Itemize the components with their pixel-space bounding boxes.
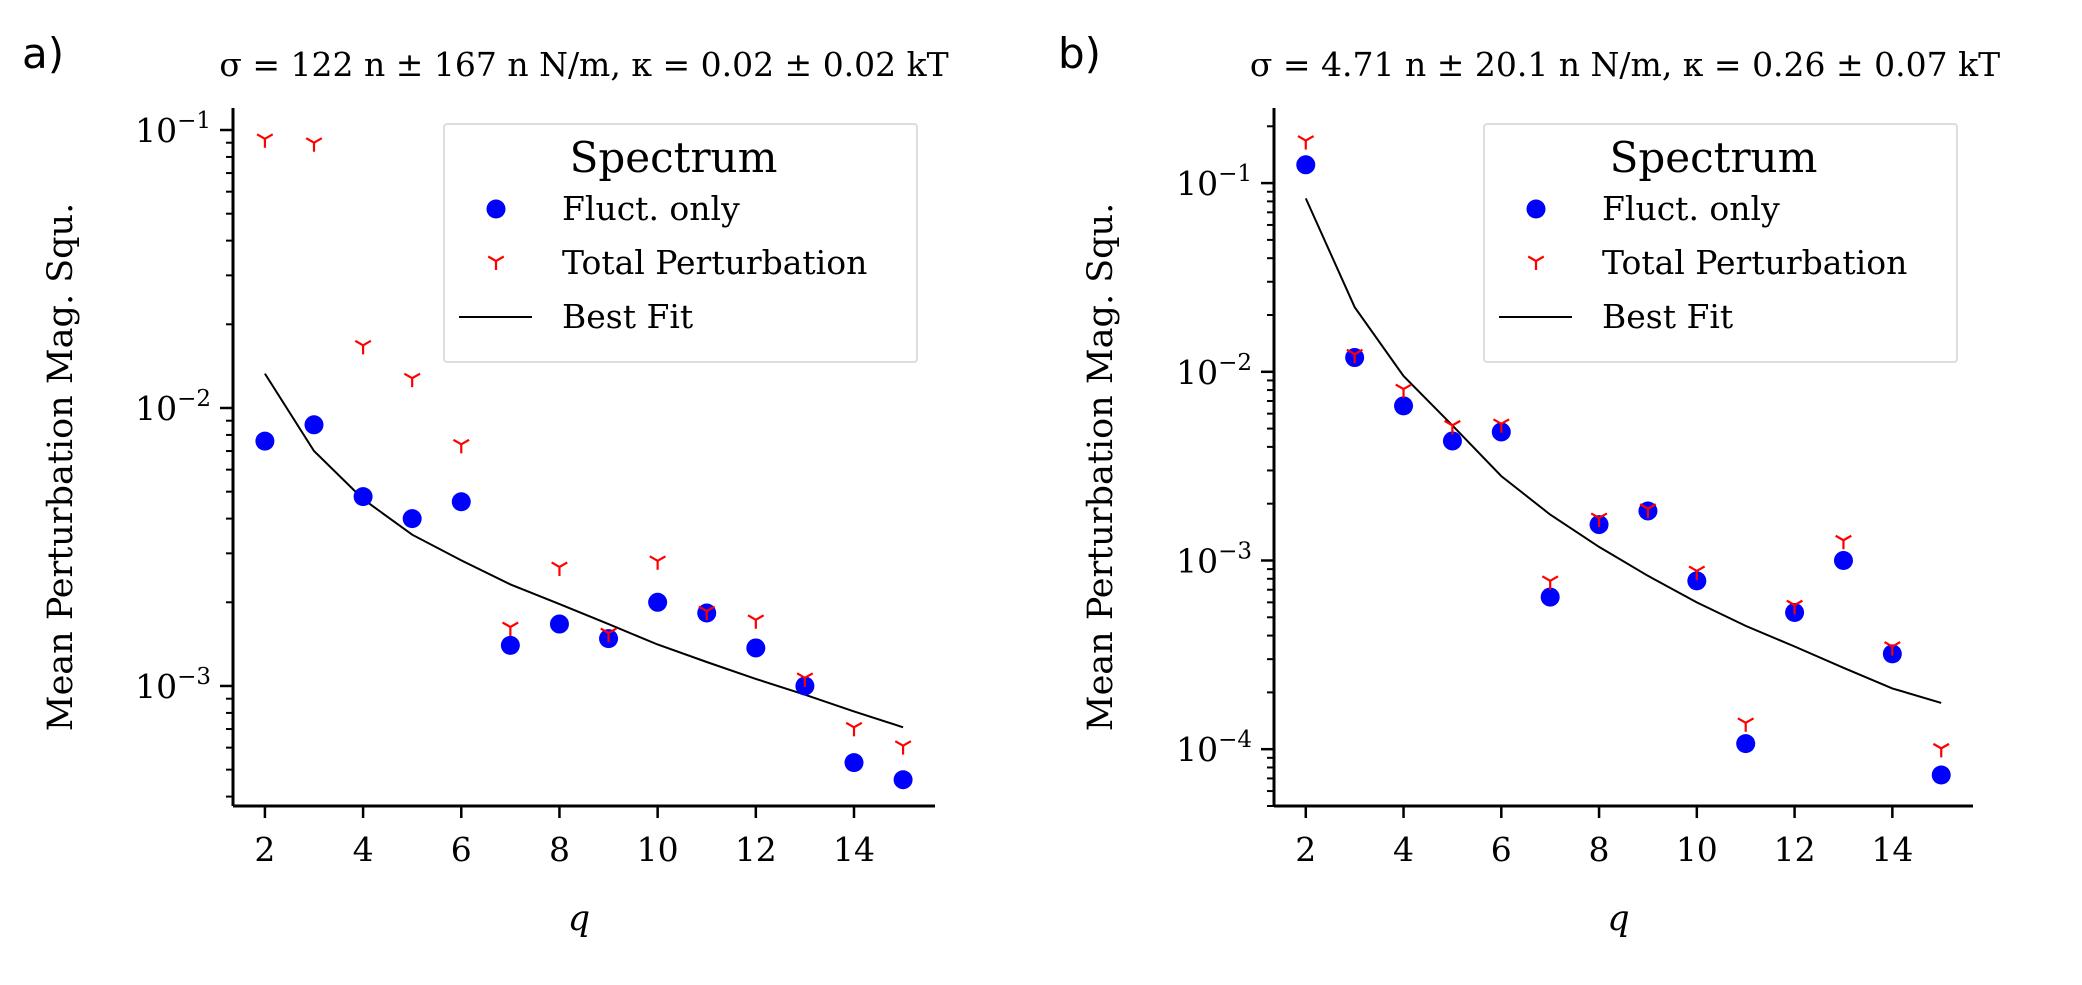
panel-b: b) σ = 4.71 n ± 20.1 n N/m, κ = 0.26 ± 0.… [1058, 29, 2000, 939]
fluct-point [451, 492, 471, 512]
total-perturbation-point [1492, 418, 1510, 433]
y-axis-label: Mean Perturbation Mag. Squ. [1081, 203, 1121, 732]
fluct-point [893, 770, 913, 790]
total-perturbation-point [698, 605, 716, 621]
y-tick-label: 10−1 [135, 108, 211, 150]
panel-label: b) [1058, 29, 1101, 78]
fluct-point [1687, 571, 1707, 591]
legend-total-marker [487, 255, 505, 270]
chart-title: σ = 4.71 n ± 20.1 n N/m, κ = 0.26 ± 0.07… [1250, 45, 2000, 84]
total-perturbation-point [845, 721, 863, 737]
y-tick-label: 10−4 [1176, 727, 1252, 769]
legend-entry-label: Fluct. only [562, 189, 740, 228]
legend: Spectrum Fluct. only Total Perturbation Bes… [443, 123, 918, 363]
total-perturbation-point [501, 621, 519, 636]
fluct-point [549, 614, 569, 634]
y-tick-label: 10−3 [135, 664, 211, 706]
legend-total-marker [1527, 255, 1545, 270]
total-perturbation-point [1541, 575, 1559, 590]
total-perturbation-point [1444, 419, 1461, 435]
total-perturbation-point [1786, 599, 1803, 615]
y-axis-label: Mean Perturbation Mag. Squ. [41, 203, 81, 732]
panel-label: a) [22, 29, 64, 78]
x-tick-label: 10 [1676, 830, 1718, 869]
total-perturbation-point [796, 672, 814, 687]
total-perturbation-point [1395, 383, 1412, 399]
chart-title: σ = 122 n ± 167 n N/m, κ = 0.02 ± 0.02 k… [219, 45, 948, 84]
total-perturbation-point [403, 372, 421, 388]
x-axis-label: q [1607, 899, 1629, 939]
y-tick-label: 10−2 [1176, 350, 1252, 392]
legend-entry-label: Fluct. only [1602, 189, 1780, 228]
total-perturbation-point [1883, 641, 1901, 656]
x-tick-label: 14 [833, 830, 875, 869]
best-fit-line [264, 373, 904, 729]
x-tick-label: 6 [451, 830, 472, 869]
fluct-point [500, 635, 520, 655]
total-perturbation-point [1835, 534, 1852, 550]
x-tick-label: 8 [1589, 830, 1610, 869]
total-perturbation-point [1639, 503, 1657, 518]
total-perturbation-point [551, 561, 568, 576]
y-tick-label: 10−2 [135, 386, 211, 428]
legend-fluct-marker [1526, 199, 1546, 219]
fluct-point [304, 415, 324, 435]
total-perturbation-point [1346, 348, 1364, 364]
x-tick-label: 2 [1295, 830, 1316, 869]
total-perturbation-point [452, 438, 470, 454]
fluct-point [844, 753, 864, 773]
legend-entry-label: Total Perturbation [1602, 243, 1907, 282]
total-perturbation-point [1688, 565, 1706, 580]
x-tick-label: 12 [1774, 830, 1816, 869]
y-tick-label: 10−1 [1176, 161, 1252, 203]
fluct-point [648, 592, 668, 612]
fluct-point [1442, 431, 1462, 451]
total-perturbation-point [747, 614, 765, 629]
fluct-point [1540, 587, 1560, 607]
x-tick-label: 10 [637, 830, 679, 869]
panel-a: a) σ = 122 n ± 167 n N/m, κ = 0.02 ± 0.02… [22, 29, 949, 939]
total-perturbation-point [1737, 717, 1755, 732]
total-perturbation-point [256, 133, 274, 148]
y-tick-label: 10−3 [1176, 538, 1252, 580]
legend-box [1483, 123, 1958, 363]
x-tick-label: 12 [735, 830, 777, 869]
x-axis-label: q [568, 899, 590, 939]
legend-fluct-marker [486, 199, 506, 219]
total-perturbation-point [600, 627, 617, 643]
x-tick-label: 4 [1393, 830, 1414, 869]
fluct-point [1296, 155, 1316, 175]
total-perturbation-point [1297, 135, 1315, 150]
total-perturbation-point [305, 137, 323, 152]
fluct-point [1931, 765, 1951, 785]
legend-entry-label: Best Fit [562, 297, 693, 336]
legend-title: Spectrum [1610, 133, 1818, 182]
x-tick-label: 14 [1871, 830, 1913, 869]
fluct-point [746, 638, 766, 658]
fluct-point [353, 487, 373, 507]
fluct-point [1736, 734, 1756, 754]
total-perturbation-point [894, 740, 912, 755]
x-tick-label: 6 [1491, 830, 1512, 869]
x-tick-label: 4 [353, 830, 374, 869]
legend: Spectrum Fluct. only Total Perturbation Bes… [1483, 123, 1958, 363]
total-perturbation-point [1932, 742, 1950, 758]
x-tick-label: 2 [254, 830, 275, 869]
total-perturbation-point [1590, 512, 1608, 527]
legend-box [443, 123, 918, 363]
best-fit-line [1304, 197, 1942, 704]
legend-title: Spectrum [570, 133, 778, 182]
fluct-point [1394, 396, 1414, 416]
fluct-point [1833, 550, 1853, 570]
total-perturbation-point [649, 555, 667, 570]
fluct-point [402, 509, 422, 529]
total-perturbation-point [354, 339, 372, 355]
fluct-point [255, 431, 275, 451]
legend-entry-label: Total Perturbation [562, 243, 867, 282]
x-tick-label: 8 [549, 830, 570, 869]
legend-entry-label: Best Fit [1602, 297, 1733, 336]
